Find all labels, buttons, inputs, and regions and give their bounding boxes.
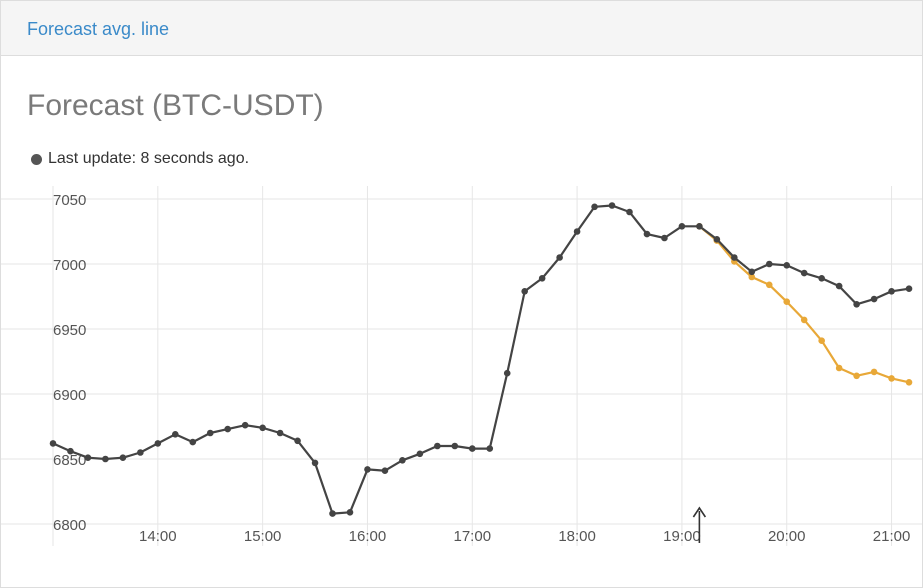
x-tick-label: 15:00 xyxy=(244,528,282,545)
actual-data-point xyxy=(102,455,109,463)
x-tick-label: 20:00 xyxy=(768,528,806,545)
panel-heading: Forecast avg. line xyxy=(1,1,922,56)
actual-data-point xyxy=(521,288,528,295)
forecast-data-point xyxy=(870,368,878,376)
actual-data-point xyxy=(783,262,791,269)
y-tick-label: 7050 xyxy=(53,192,86,209)
forecast-line-chart: 6800 6850 6900 6950 7000 7050 14:00 15:00 16:00 1… xyxy=(1,186,922,546)
actual-data-point xyxy=(346,509,354,516)
forecast-data-point xyxy=(800,316,808,324)
actual-data-point xyxy=(626,208,633,216)
actual-data-point xyxy=(591,203,598,211)
actual-data-point xyxy=(276,429,284,437)
y-tick-label: 7000 xyxy=(53,257,86,274)
actual-data-point xyxy=(853,301,860,308)
actual-data-point xyxy=(381,467,389,475)
actual-data-point xyxy=(573,228,581,235)
actual-data-point xyxy=(329,510,336,517)
actual-data-point xyxy=(800,269,808,277)
actual-data-point xyxy=(503,369,511,377)
y-tick-label: 6950 xyxy=(53,322,86,339)
actual-data-point xyxy=(224,425,231,433)
forecast-data-point xyxy=(783,298,791,305)
actual-data-point xyxy=(608,202,616,209)
actual-data-point xyxy=(49,440,57,447)
y-tick-label: 6850 xyxy=(53,452,86,469)
actual-series-line xyxy=(52,204,910,515)
actual-data-point xyxy=(835,282,843,290)
actual-data-point xyxy=(294,437,301,445)
actual-data-point xyxy=(556,254,563,261)
x-tick-label: 14:00 xyxy=(139,528,177,545)
actual-data-point xyxy=(364,466,371,473)
dot-icon xyxy=(31,153,42,165)
forecast-data-point xyxy=(888,375,895,382)
actual-data-point xyxy=(399,457,406,464)
x-tick-label: 17:00 xyxy=(454,528,492,545)
actual-data-point xyxy=(818,275,825,282)
actual-data-point xyxy=(486,445,494,452)
actual-data-point xyxy=(870,295,878,303)
forecast-data-point xyxy=(835,364,843,372)
x-tick-label: 19:00 xyxy=(663,528,701,545)
actual-data-point xyxy=(171,431,179,438)
actual-data-point xyxy=(259,424,266,432)
last-update-status: Last update: 8 seconds ago. xyxy=(31,150,249,168)
actual-data-point xyxy=(434,442,441,450)
actual-data-point xyxy=(451,442,459,450)
y-tick-label: 6800 xyxy=(53,517,86,534)
actual-data-point xyxy=(731,254,738,261)
forecast-data-point xyxy=(905,379,913,386)
x-tick-label: 16:00 xyxy=(349,528,387,545)
actual-data-point xyxy=(661,234,668,242)
actual-data-point xyxy=(713,236,721,243)
actual-data-point xyxy=(206,429,214,437)
actual-data-point xyxy=(84,454,92,462)
actual-data-point xyxy=(765,260,773,268)
actual-data-point xyxy=(538,275,546,282)
actual-data-point xyxy=(468,445,476,452)
actual-data-point xyxy=(905,285,913,292)
actual-data-point xyxy=(241,421,249,429)
y-tick-label: 6900 xyxy=(53,387,86,404)
x-tick-label: 21:00 xyxy=(873,528,911,545)
actual-data-point xyxy=(696,223,703,230)
actual-data-point xyxy=(678,223,686,230)
actual-data-point xyxy=(119,454,127,462)
actual-data-point xyxy=(748,268,756,276)
forecast-avg-line-link[interactable]: Forecast avg. line xyxy=(27,19,170,39)
forecast-data-point xyxy=(765,281,773,289)
actual-data-point xyxy=(137,449,144,456)
actual-data-point xyxy=(311,459,319,467)
page-title: Forecast (BTC-USDT) xyxy=(27,89,324,122)
forecast-data-point xyxy=(748,273,756,281)
forecast-data-point xyxy=(853,372,860,380)
actual-data-point xyxy=(888,288,895,295)
x-tick-label: 18:00 xyxy=(558,528,596,545)
actual-data-point xyxy=(416,450,424,458)
actual-data-point xyxy=(67,447,74,455)
forecast-series-line xyxy=(698,225,910,384)
actual-data-point xyxy=(189,438,197,446)
last-update-text: Last update: 8 seconds ago. xyxy=(48,150,250,167)
forecast-data-point xyxy=(818,337,825,344)
actual-data-point xyxy=(643,230,651,238)
actual-data-point xyxy=(154,440,162,447)
arrow-up-icon-head xyxy=(692,506,707,518)
